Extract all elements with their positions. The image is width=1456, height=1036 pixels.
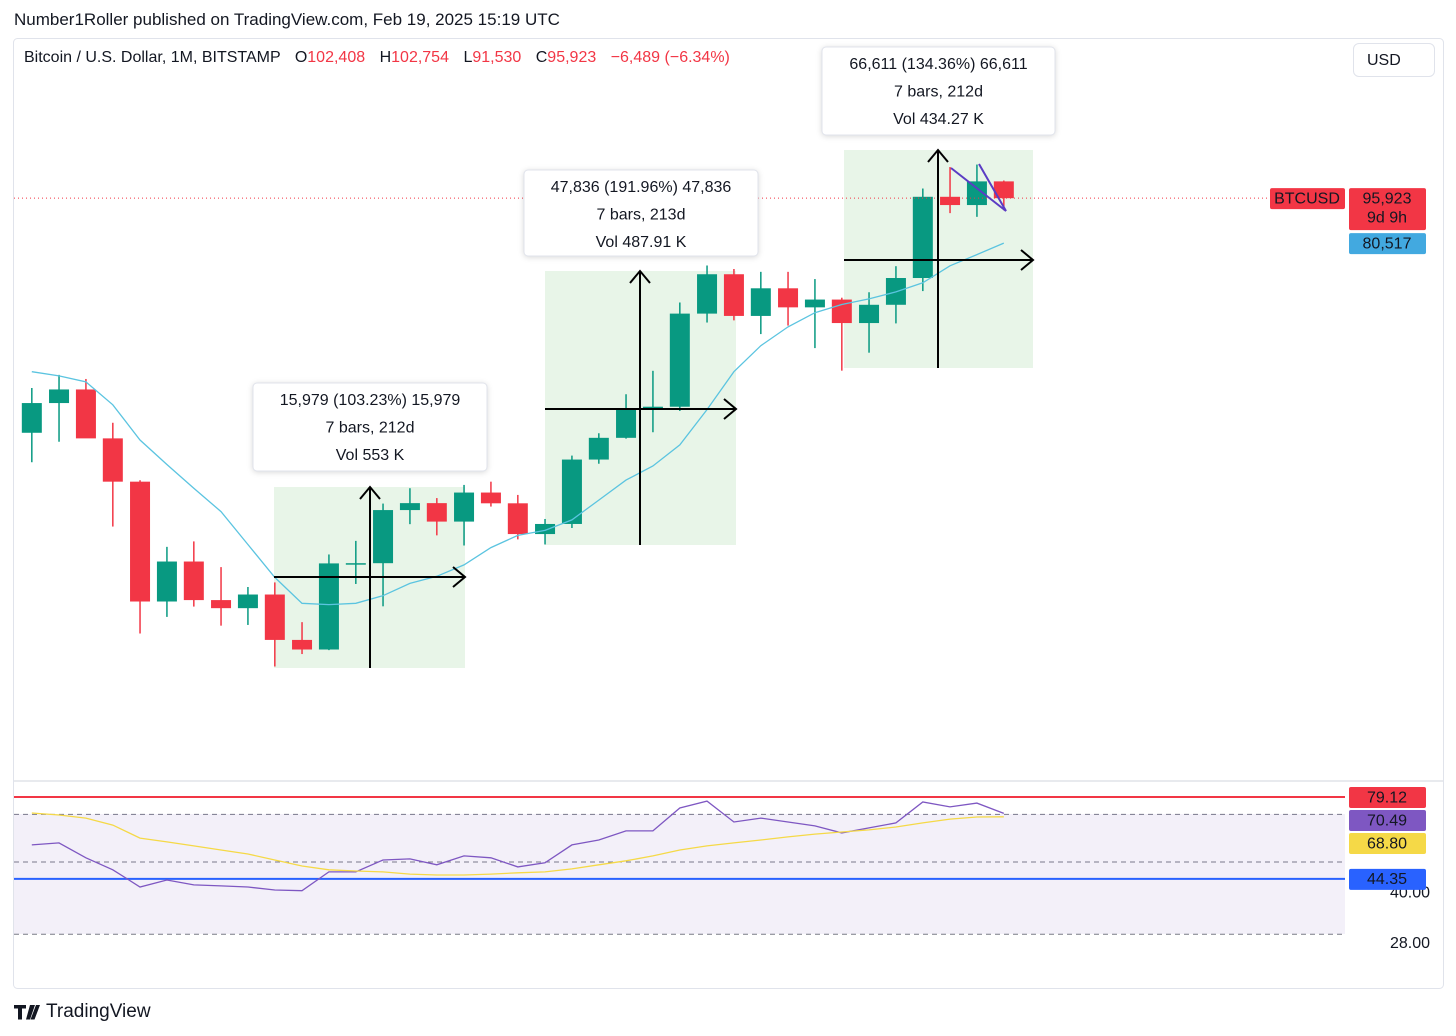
measure-text: Vol 434.27 K xyxy=(893,111,984,128)
candle-body xyxy=(697,274,718,314)
measure-text: Vol 553 K xyxy=(336,447,405,464)
measure-box xyxy=(523,169,759,257)
l-label: L xyxy=(463,49,473,66)
price-tag-label: 95,923 xyxy=(1363,190,1412,207)
candle-body xyxy=(75,389,96,439)
o-label: O xyxy=(294,49,308,66)
close: 95,923 xyxy=(547,49,597,66)
candle-body xyxy=(211,600,232,609)
candle-body xyxy=(966,181,987,206)
candle-body xyxy=(723,274,744,316)
candle-body xyxy=(345,563,366,565)
price-tag xyxy=(1349,188,1426,231)
candle-body xyxy=(102,438,123,482)
candle-body xyxy=(507,503,528,535)
open: 102,408 xyxy=(307,49,366,66)
candle-body xyxy=(183,561,204,601)
candle-body xyxy=(669,313,690,407)
candle-body xyxy=(21,403,42,433)
candle-body xyxy=(750,288,771,316)
rsi-tag-label: 79.12 xyxy=(1367,789,1407,806)
candle-body xyxy=(588,437,609,460)
rsi-line xyxy=(31,800,1005,892)
rsi-tag-label: 68.80 xyxy=(1367,835,1407,852)
candle-body xyxy=(616,408,637,438)
candle-body xyxy=(156,561,177,602)
footer-logo xyxy=(14,1005,40,1020)
measure-text: 7 bars, 213d xyxy=(597,207,686,224)
candle-body xyxy=(859,304,880,324)
high: 102,754 xyxy=(391,49,449,66)
c-label: C xyxy=(535,49,548,66)
symbol-tag-label: BTCUSD xyxy=(1274,190,1340,207)
measure-box xyxy=(252,382,488,472)
measure-arrow xyxy=(629,269,651,545)
candle-body xyxy=(373,510,394,564)
rsi-tag xyxy=(1349,868,1426,890)
candle-body xyxy=(804,299,825,308)
candle-body xyxy=(778,288,799,308)
candle-body xyxy=(535,523,556,535)
candle-body xyxy=(912,196,933,279)
ma-tag-label: 80,517 xyxy=(1363,235,1412,252)
chart-frame xyxy=(13,38,1444,989)
candle-body xyxy=(49,389,70,404)
rsi-tag-label: 44.35 xyxy=(1367,871,1407,888)
candle-body xyxy=(480,492,501,504)
candle-body xyxy=(642,406,663,409)
measurement-labels: 15,979 (103.23%) 15,979 7 bars, 212d Vol 5… xyxy=(252,46,1056,668)
candle-body xyxy=(426,503,447,522)
legend: Bitcoin / U.S. Dollar, 1M, BITSTAMP O102… xyxy=(24,49,730,67)
rsi-tag-label: 70.49 xyxy=(1367,812,1407,829)
candle-body xyxy=(130,481,151,602)
change: −6,489 (−6.34%) xyxy=(610,49,730,66)
rsi-line xyxy=(31,812,1004,876)
header: Number1Roller published on TradingView.c… xyxy=(14,10,560,29)
candle-body xyxy=(318,563,339,650)
measure-arrow xyxy=(927,148,949,368)
grid xyxy=(14,813,1345,935)
rsi-tag xyxy=(1349,787,1426,809)
candle-body xyxy=(237,594,258,609)
candle-body xyxy=(993,181,1014,199)
measure-arrow xyxy=(359,485,381,668)
countdown-label: 9d 9h xyxy=(1367,209,1407,226)
rsi-tag xyxy=(1349,833,1426,855)
measure-text: 47,836 (191.96%) 47,836 xyxy=(551,179,732,196)
candle-body xyxy=(399,503,420,511)
measure-text: Vol 487.91 K xyxy=(596,234,687,251)
measure-text: 66,611 (134.36%) 66,611 xyxy=(849,56,1027,73)
measure-text: 7 bars, 212d xyxy=(894,84,983,101)
candle-body xyxy=(264,594,285,640)
measure-text: 15,979 (103.23%) 15,979 xyxy=(280,392,461,409)
measure-text: 7 bars, 212d xyxy=(326,420,415,437)
candle-body xyxy=(561,459,582,524)
ma-tag xyxy=(1349,233,1426,255)
rsi-tag xyxy=(1349,810,1426,832)
currency-button[interactable]: USD xyxy=(1353,43,1435,77)
candle-body xyxy=(454,492,475,522)
symbol-tag xyxy=(1270,188,1345,210)
wedge-drawing xyxy=(950,163,1007,212)
low: 91,530 xyxy=(472,49,522,66)
footer: TradingView xyxy=(46,1001,151,1022)
candle-body xyxy=(292,639,313,650)
rsi-tick-label: 28.00 xyxy=(1390,935,1430,952)
rsi-band-fill xyxy=(14,814,1345,934)
candle-body xyxy=(940,196,961,206)
marks xyxy=(14,164,1345,892)
symbol: Bitcoin / U.S. Dollar, 1M, BITSTAMP xyxy=(24,49,281,66)
h-label: H xyxy=(379,49,392,66)
measure-box xyxy=(821,46,1056,136)
moving-average xyxy=(31,242,1005,606)
